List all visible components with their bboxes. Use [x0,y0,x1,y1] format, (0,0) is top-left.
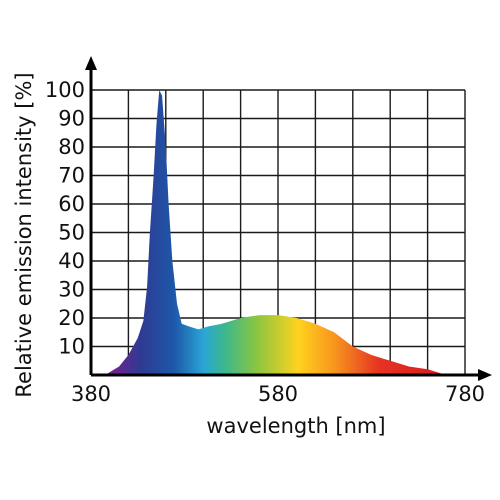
y-tick-label: 10 [58,335,85,359]
axes [85,56,492,381]
x-axis-arrow-icon [478,369,492,381]
y-tick-label: 80 [58,135,85,159]
x-tick-labels: 380 580 780 [71,382,485,406]
y-tick-label: 30 [58,278,85,302]
y-axis-arrow-icon [85,56,97,70]
y-tick-label: 100 [45,78,85,102]
x-tick-label: 380 [71,382,111,406]
x-axis-label: wavelength [nm] [206,414,385,438]
y-tick-label: 20 [58,306,85,330]
y-tick-label: 50 [58,221,85,245]
emission-area [105,90,447,375]
x-tick-label: 580 [258,382,298,406]
y-tick-labels: 10 20 30 40 50 60 70 80 90 100 [45,78,85,359]
y-axis-label: Relative emission intensity [%] [12,72,36,397]
y-tick-label: 40 [58,249,85,273]
y-tick-label: 70 [58,164,85,188]
y-tick-label: 60 [58,192,85,216]
y-tick-label: 90 [58,107,85,131]
x-tick-label: 780 [445,382,485,406]
